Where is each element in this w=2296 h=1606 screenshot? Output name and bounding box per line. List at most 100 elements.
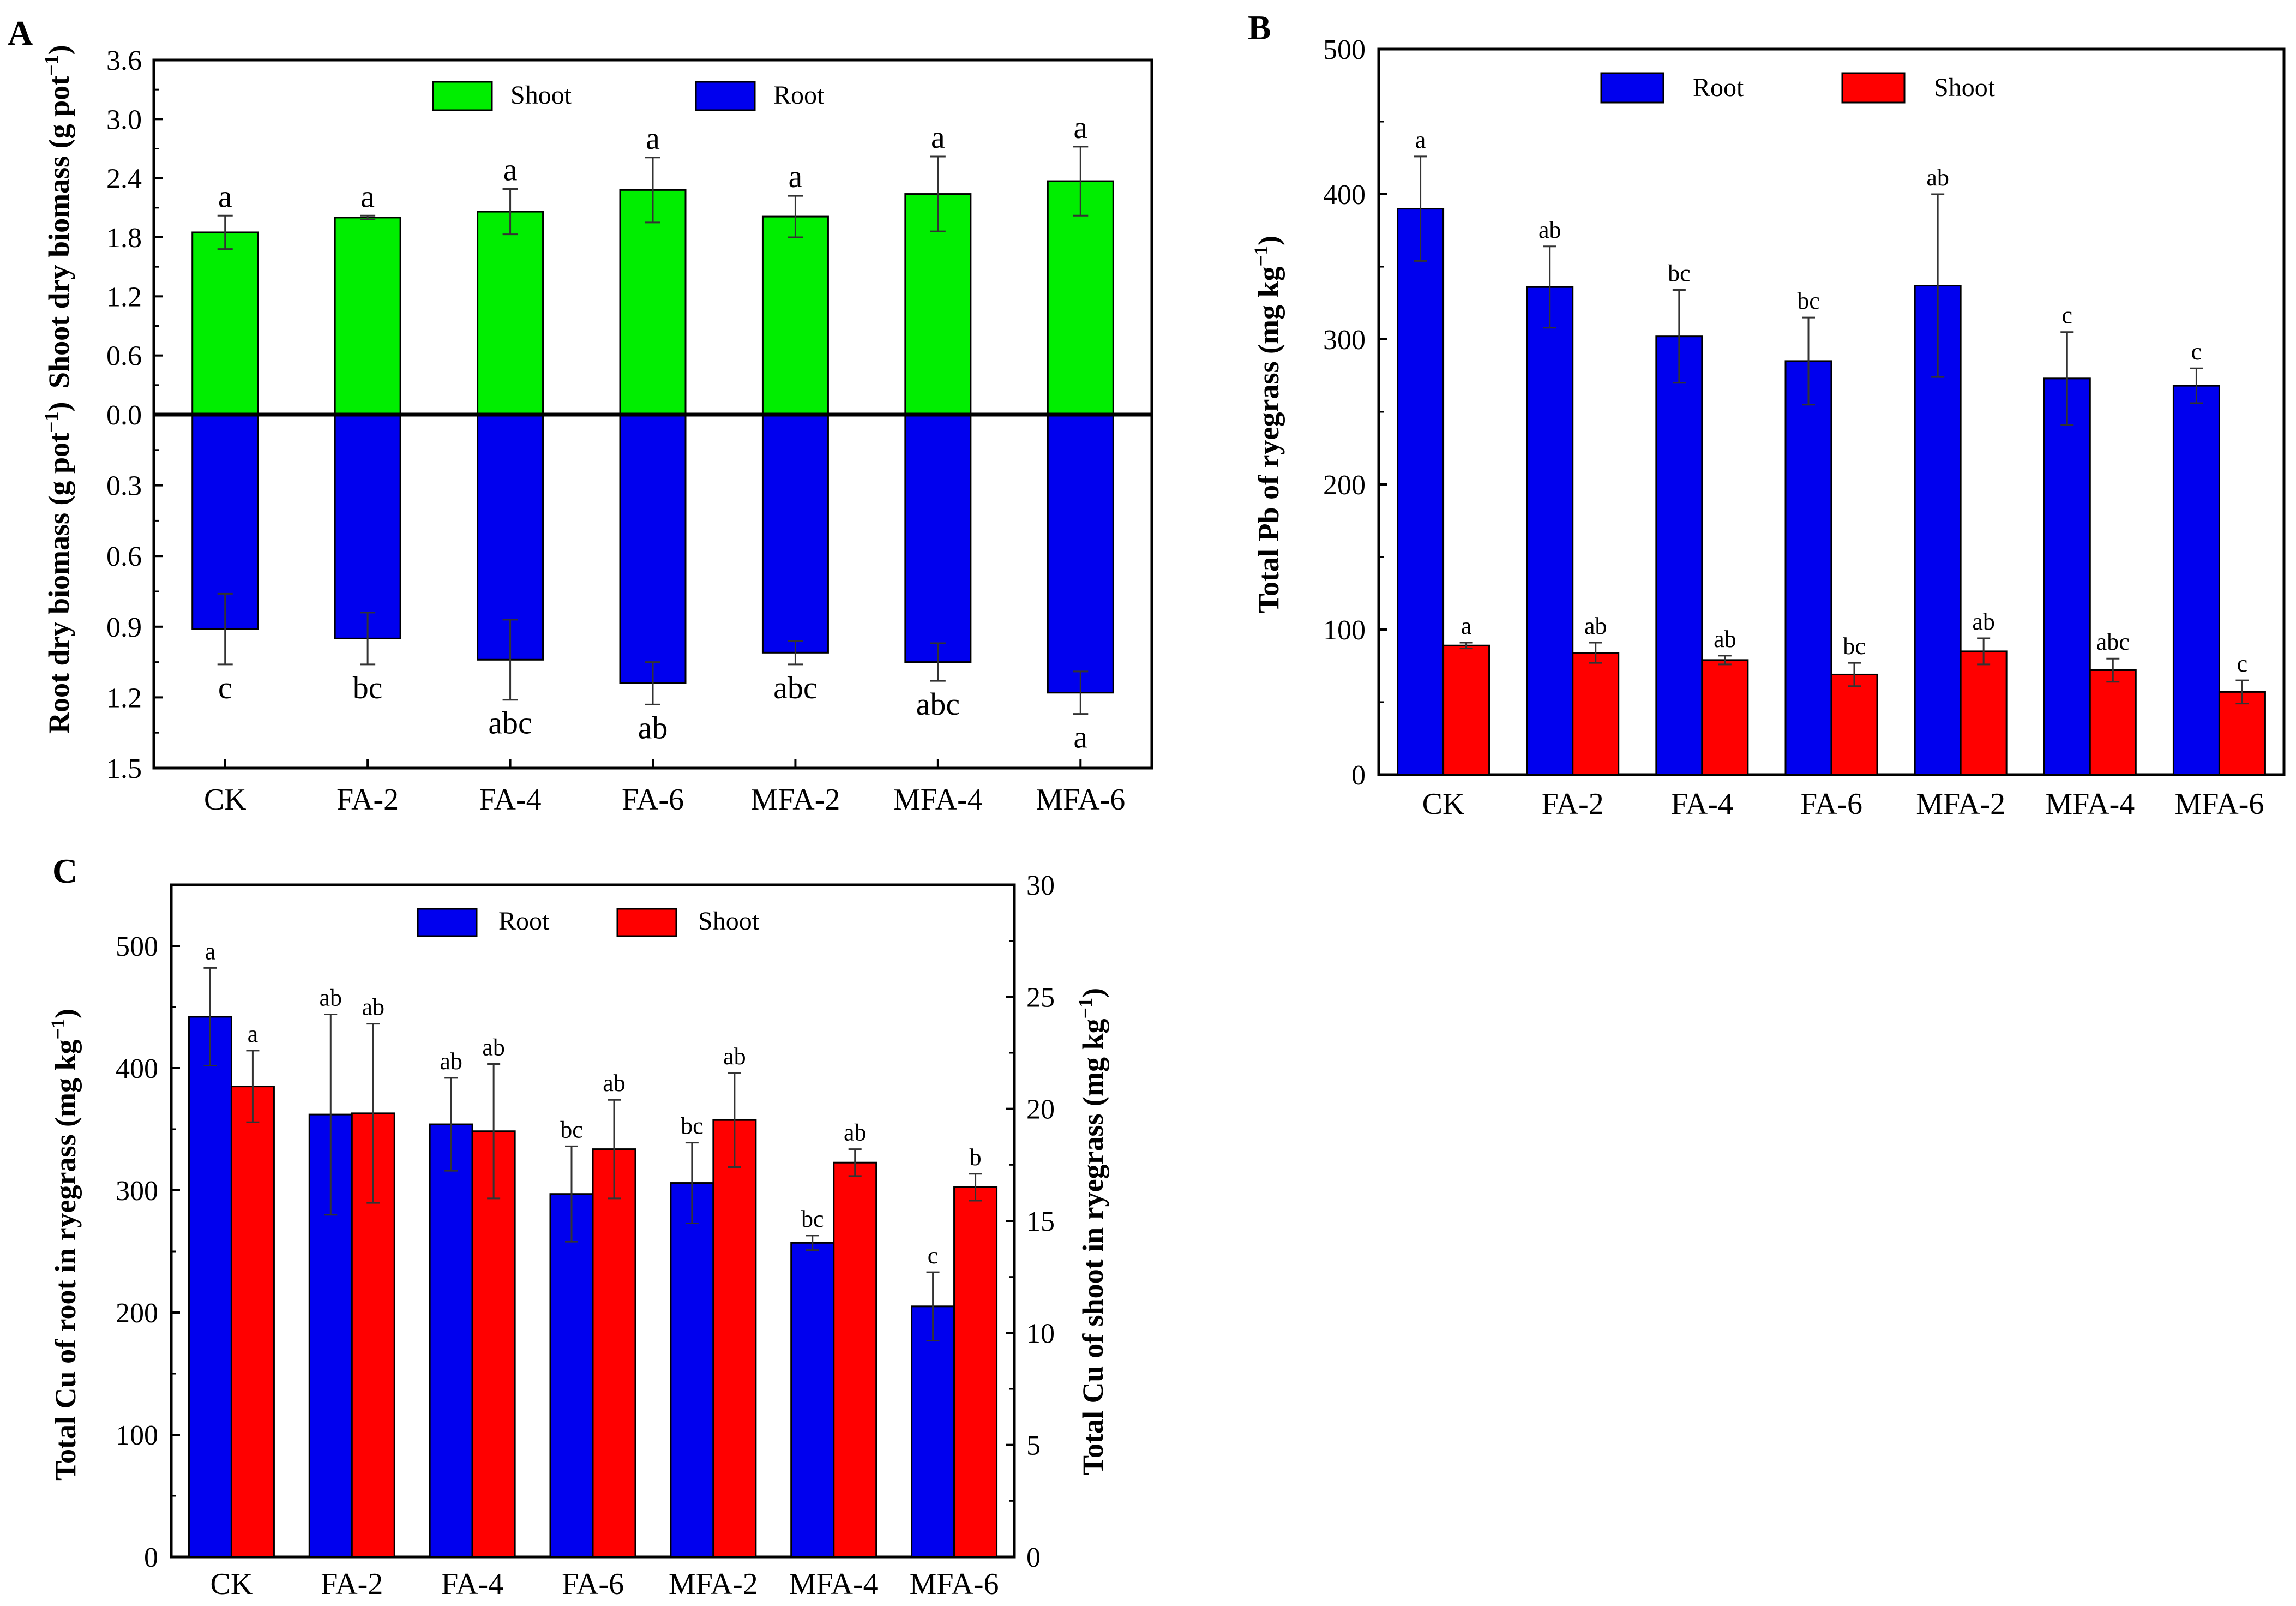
sig-letter-root: ab xyxy=(1538,217,1561,243)
sig-letter-shoot: a xyxy=(789,159,803,194)
bar-root xyxy=(911,1305,955,1558)
sig-letter-shoot: a xyxy=(218,178,232,214)
y-right-tick-label: 5 xyxy=(1026,1430,1041,1461)
bar-shoot xyxy=(953,1186,998,1558)
y-right-tick-label: 20 xyxy=(1026,1094,1055,1125)
bar-root xyxy=(1397,208,1445,776)
sig-letter-root: ab xyxy=(440,1048,462,1075)
bar-shoot xyxy=(1830,673,1878,776)
y-right-tick-label: 10 xyxy=(1026,1318,1055,1349)
bar-root xyxy=(2172,385,2220,776)
x-tick-label: MFA-6 xyxy=(910,1567,999,1601)
x-tick-label: CK xyxy=(1422,787,1465,821)
sig-letter-root: bc xyxy=(353,670,383,705)
bar-root xyxy=(670,1182,714,1558)
sig-letter-root: bc xyxy=(1797,287,1820,314)
x-tick-label: FA-2 xyxy=(321,1567,383,1601)
y-tick-label: 0.6 xyxy=(106,541,142,572)
y-tick-label: 200 xyxy=(116,1298,158,1329)
sig-letter-shoot: ab xyxy=(844,1119,867,1146)
panel-c-axis-ticks: 0 100 200 300 400 500 0 5 10 15 20 25 30 CK FA-2 FA-4 FA… xyxy=(116,870,1055,1601)
x-tick-label: FA-6 xyxy=(1800,787,1862,821)
x-tick-label: FA-2 xyxy=(1542,787,1604,821)
y-tick-label: 0.9 xyxy=(106,612,142,643)
sig-letter-root: abc xyxy=(916,686,960,722)
bar-shoot xyxy=(1572,652,1620,776)
bar-shoot xyxy=(1701,659,1749,776)
bar-root xyxy=(1526,286,1574,776)
y-tick-label: 1.2 xyxy=(106,682,142,714)
y-right-tick-label: 15 xyxy=(1026,1206,1055,1237)
panel-c: C 0 100 200 300 400 500 0 5 10 15 20 25 30 CK FA-2 FA-4… xyxy=(47,852,1109,1601)
legend-label-shoot: Shoot xyxy=(698,907,760,936)
y-tick-label: 400 xyxy=(116,1053,158,1084)
sig-letter-root: abc xyxy=(773,670,818,705)
sig-letter-root: c xyxy=(2062,302,2073,329)
panel-c-ylabel-right: Total Cu of shoot in ryegrass (mg kg−1) xyxy=(1074,988,1109,1475)
bar-shoot xyxy=(230,1086,275,1558)
panel-a-label: A xyxy=(8,14,33,52)
x-tick-label: MFA-2 xyxy=(750,783,840,817)
x-tick-label: FA-2 xyxy=(336,783,399,817)
sig-letter-shoot: ab xyxy=(603,1070,626,1096)
panel-c-ylabel-left: Total Cu of root in ryegrass (mg kg−1) xyxy=(47,1009,82,1481)
x-tick-label: MFA-4 xyxy=(2045,787,2135,821)
legend-label-root: Root xyxy=(498,907,550,936)
panel-c-legend: Root Shoot xyxy=(417,907,760,937)
y-tick-label: 0 xyxy=(144,1542,158,1573)
sig-letter-shoot: a xyxy=(360,178,375,214)
bar-shoot xyxy=(191,231,259,416)
sig-letter-shoot: c xyxy=(2237,650,2248,677)
sig-letter-shoot: bc xyxy=(1843,633,1866,660)
y-tick-label: 300 xyxy=(1323,325,1366,356)
sig-letter-root: ab xyxy=(1926,164,1949,191)
sig-letter-shoot: abc xyxy=(2096,628,2130,655)
legend-swatch-shoot xyxy=(432,81,493,111)
x-tick-label: CK xyxy=(204,783,247,817)
sig-letter-shoot: a xyxy=(248,1021,259,1047)
bar-root xyxy=(2043,377,2091,776)
legend-swatch-root xyxy=(1600,72,1664,104)
sig-letter-root: c xyxy=(928,1242,939,1269)
sig-letter-root: ab xyxy=(638,710,668,745)
panel-a-axis-ticks: 0.0 0.6 1.2 1.8 2.4 3.0 3.6 0.3 0.6 0.9 1.2 1.5 CK FA… xyxy=(106,45,1125,817)
x-tick-label: MFA-4 xyxy=(789,1567,879,1601)
bar-root xyxy=(1655,335,1703,776)
x-tick-label: MFA-2 xyxy=(1916,787,2005,821)
legend-swatch-shoot xyxy=(1841,72,1906,104)
bar-root xyxy=(619,414,687,684)
sig-letter-root: a xyxy=(205,938,216,964)
sig-letter-root: bc xyxy=(681,1113,704,1140)
sig-letter-root: bc xyxy=(801,1206,824,1232)
x-tick-label: FA-6 xyxy=(562,1567,624,1601)
panel-a-ylabel-top: Shoot dry biomass (g pot−1) xyxy=(40,45,75,388)
y-tick-label: 500 xyxy=(1323,34,1366,65)
panel-a: A 0.0 0.6 1.2 1.8 2.4 3.0 3.6 0.3 0.6 0.9 1.2 1.5 CK… xyxy=(8,14,1153,817)
bar-shoot xyxy=(1442,644,1490,776)
sig-letter-root: c xyxy=(218,670,232,705)
bar-root xyxy=(1784,360,1832,776)
bar-root xyxy=(429,1123,473,1558)
x-tick-label: FA-4 xyxy=(441,1567,503,1601)
y-tick-label: 1.5 xyxy=(106,753,142,784)
panel-b-ylabel: Total Pb of ryegrass (mg kg−1) xyxy=(1250,236,1285,613)
x-tick-label: MFA-2 xyxy=(669,1567,758,1601)
y-tick-label: 0 xyxy=(1351,760,1366,791)
panel-c-label: C xyxy=(52,852,77,890)
bar-shoot xyxy=(712,1119,757,1558)
bar-shoot xyxy=(334,217,401,416)
bar-shoot xyxy=(477,211,544,416)
bar-shoot xyxy=(2089,669,2137,776)
legend-swatch-root xyxy=(417,908,478,937)
bar-shoot xyxy=(471,1130,516,1558)
bar-shoot xyxy=(1960,650,2008,776)
bar-shoot xyxy=(833,1161,877,1558)
bar-root xyxy=(1047,414,1114,694)
sig-letter-root: abc xyxy=(488,705,532,741)
panel-b: B 0 100 200 300 400 500 CK FA-2 FA-4 FA-6 MFA-2 MFA… xyxy=(1248,8,2286,821)
y-tick-label: 300 xyxy=(116,1176,158,1207)
